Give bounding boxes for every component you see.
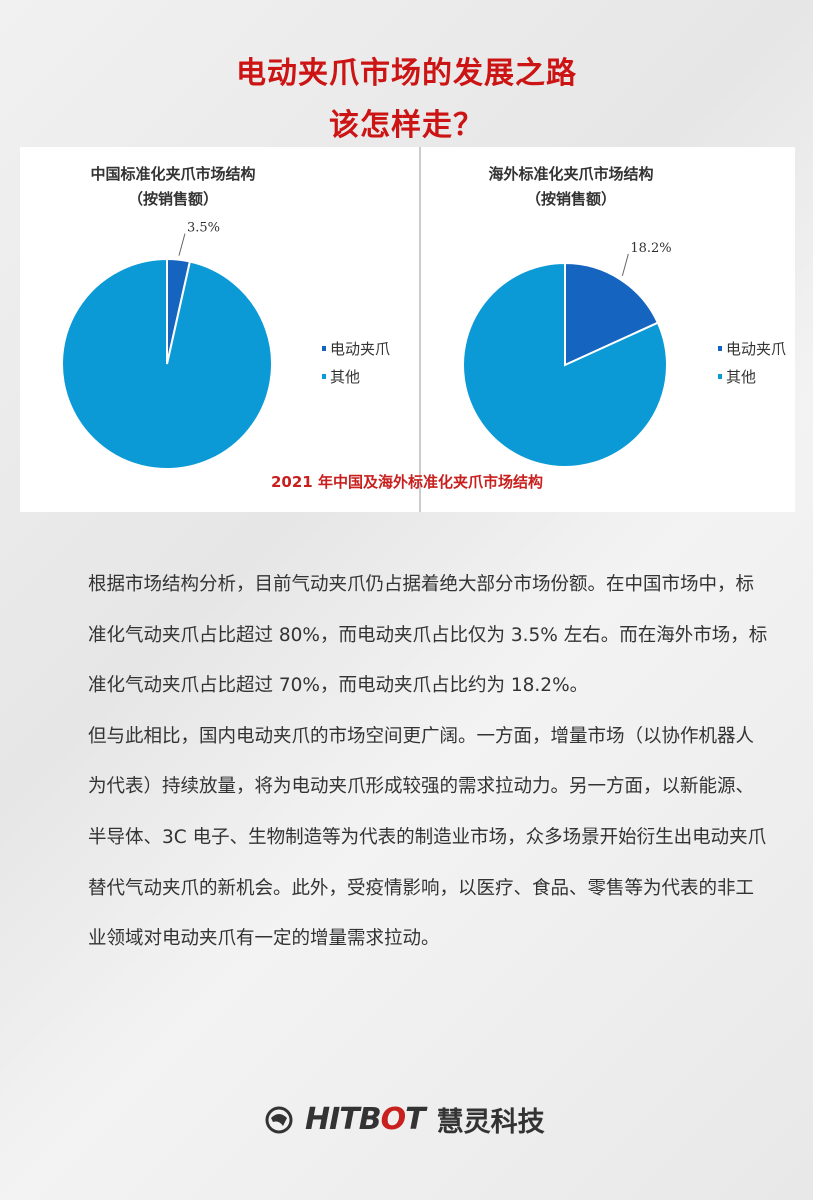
page-title-line1: 电动夹爪市场的发展之路 (236, 56, 577, 91)
chart-caption: 2021 年中国及海外标准化夹爪市场结构 (271, 473, 543, 491)
pie-slice (61, 257, 273, 470)
legend-marker (322, 374, 326, 379)
brand-text: HITBOT (305, 1102, 426, 1137)
chart-subtitle: （按销售额） (128, 190, 218, 208)
leader-line (621, 253, 629, 276)
chart-image: 中国标准化夹爪市场结构 （按销售额） 3.5% 电动夹爪其他 海外标准化夹爪市场结构 （按… (20, 147, 795, 512)
leader-line (178, 233, 186, 256)
legend-marker (718, 374, 722, 379)
legend-marker (718, 346, 722, 351)
legend-marker (322, 346, 326, 351)
page-title-line2: 该怎样走？ (329, 108, 484, 143)
legend-label: 其他 (726, 368, 756, 386)
chart-subtitle: （按销售额） (526, 190, 616, 208)
pie-slice (564, 261, 660, 367)
chart-title: 海外标准化夹爪市场结构 (488, 165, 653, 183)
legend-label: 其他 (330, 368, 360, 386)
data-label: 3.5% (187, 221, 220, 236)
paragraph-1: 根据市场结构分析，目前气动夹爪仍占据着绝大部分市场份额。在中国市场中，标准化气动… (88, 574, 768, 697)
legend-label: 电动夹爪 (726, 340, 786, 358)
pie-slice (462, 261, 668, 468)
panther-logo-icon (265, 1106, 293, 1133)
paragraph-2: 但与此相比，国内电动夹爪的市场空间更广阔。一方面，增量市场（以协作机器人为代表）… (88, 725, 767, 950)
brand-cn: 慧灵科技 (436, 1107, 545, 1138)
data-label: 18.2% (630, 241, 671, 256)
hitbot-logo: HITBOT 慧灵科技 (265, 1100, 545, 1139)
chart-title: 中国标准化夹爪市场结构 (90, 165, 255, 183)
legend-label: 电动夹爪 (330, 340, 390, 358)
article-body: 根据市场结构分析，目前气动夹爪仍占据着绝大部分市场份额。在中国市场中，标准化气动… (88, 560, 768, 965)
